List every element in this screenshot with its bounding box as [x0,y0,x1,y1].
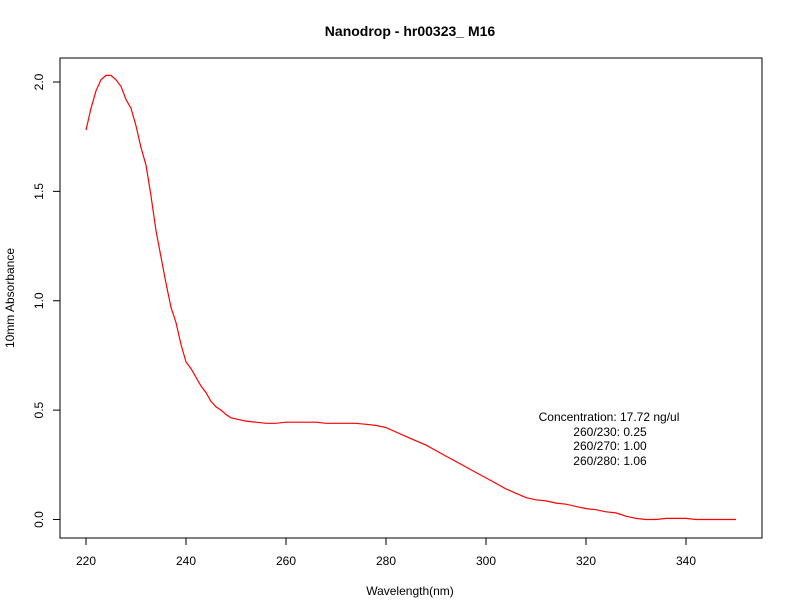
y-tick-label: 0.5 [32,401,46,418]
ratio-260-270-text: 260/270: 1.00 [573,439,647,453]
y-tick-label: 2.0 [32,73,46,90]
x-axis-label: Wavelength(nm) [366,584,454,598]
y-tick-label: 0.0 [32,511,46,528]
ratio-260-280-text: 260/280: 1.06 [573,454,647,468]
x-tick-label: 220 [76,554,96,568]
y-tick-label: 1.0 [32,292,46,309]
annotation-block: Concentration: 17.72 ng/ul 260/230: 0.25… [539,410,680,468]
plot-frame [59,57,763,539]
concentration-text: Concentration: 17.72 ng/ul [539,410,680,424]
x-tick-label: 260 [276,554,296,568]
y-tick-label: 1.5 [32,183,46,200]
chart-title: Nanodrop - hr00323_ M16 [325,23,496,39]
x-tick-label: 300 [476,554,496,568]
absorbance-curve [85,74,736,521]
ratio-260-230-text: 260/230: 0.25 [573,425,647,439]
x-tick-label: 240 [176,554,196,568]
x-tick-label: 280 [376,554,396,568]
x-tick-label: 320 [576,554,596,568]
x-axis: 220 240 260 280 300 320 340 [76,538,696,568]
y-axis-label: 10mm Absorbance [3,248,17,348]
y-axis: 0.0 0.5 1.0 1.5 2.0 [32,73,60,528]
x-tick-label: 340 [676,554,696,568]
